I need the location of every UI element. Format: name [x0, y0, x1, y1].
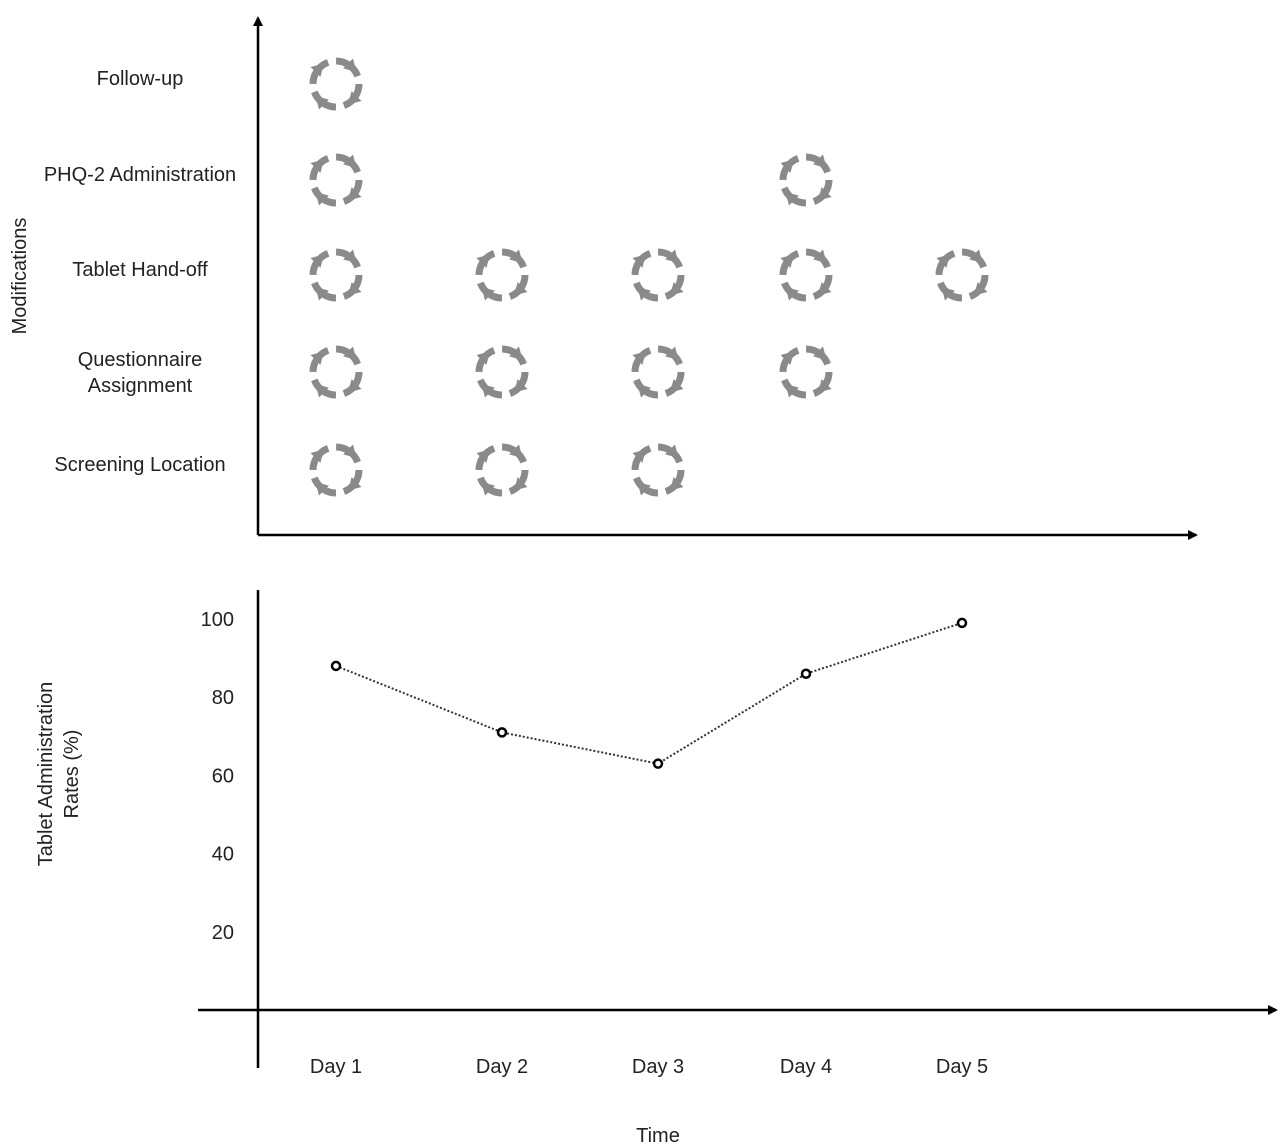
x-tick-label: Day 1	[310, 1056, 362, 1078]
y-tick-label: 40	[212, 844, 234, 866]
y-tick-label: 20	[212, 922, 234, 944]
x-tick-label: Day 3	[632, 1056, 684, 1078]
rates-data-point	[800, 668, 812, 679]
cycle-arrows-icon	[779, 345, 833, 399]
cycle-arrows-icon	[475, 345, 529, 399]
rates-y-tick-labels: 20 40 60 80 100	[201, 609, 234, 944]
rates-data-point	[496, 727, 508, 738]
modifications-axis-title: Modifications	[9, 218, 31, 335]
rates-axis-title-line-1: Tablet Administration	[35, 682, 57, 867]
row-label-screening-location: Screening Location	[54, 454, 225, 476]
cycle-arrows-icon	[309, 248, 363, 302]
cycle-arrows-icon	[779, 153, 833, 207]
cycle-arrows-icon	[631, 248, 685, 302]
y-tick-label: 80	[212, 687, 234, 709]
cycle-arrows-icon	[309, 443, 363, 497]
row-label-follow-up: Follow-up	[97, 68, 184, 90]
cycle-arrows-icon	[631, 443, 685, 497]
y-tick-label: 100	[201, 609, 234, 631]
cycle-arrows-icon	[475, 248, 529, 302]
row-label-questionnaire-assignment: Questionnaire Assignment	[78, 349, 203, 397]
day-tick-labels: Day 1 Day 2 Day 3 Day 4 Day 5	[310, 1056, 988, 1078]
cycle-arrows-icon	[309, 57, 363, 111]
x-tick-label: Day 4	[780, 1056, 832, 1078]
modification-markers	[309, 57, 989, 497]
y-tick-label: 60	[212, 765, 234, 787]
rates-data-point	[956, 617, 968, 629]
x-tick-label: Day 5	[936, 1056, 988, 1078]
row-label-phq-2-administration: PHQ-2 Administration	[44, 164, 236, 186]
cycle-arrows-icon	[631, 345, 685, 399]
rates-series-line	[335, 621, 963, 765]
row-label-tablet-hand-off: Tablet Hand-off	[72, 259, 208, 281]
rates-data-point	[652, 758, 664, 769]
time-axis-title: Time	[636, 1125, 680, 1147]
cycle-arrows-icon	[309, 345, 363, 399]
rates-series	[330, 617, 968, 769]
cycle-arrows-icon	[935, 248, 989, 302]
cycle-arrows-icon	[475, 443, 529, 497]
modification-row-labels: Follow-up PHQ-2 Administration Tablet Hand…	[44, 68, 236, 476]
rates-data-point	[330, 660, 342, 672]
cycle-arrows-icon	[309, 153, 363, 207]
rates-axis-title-line-2: Rates (%)	[61, 730, 83, 819]
x-tick-label: Day 2	[476, 1056, 528, 1078]
cycle-arrows-icon	[779, 248, 833, 302]
